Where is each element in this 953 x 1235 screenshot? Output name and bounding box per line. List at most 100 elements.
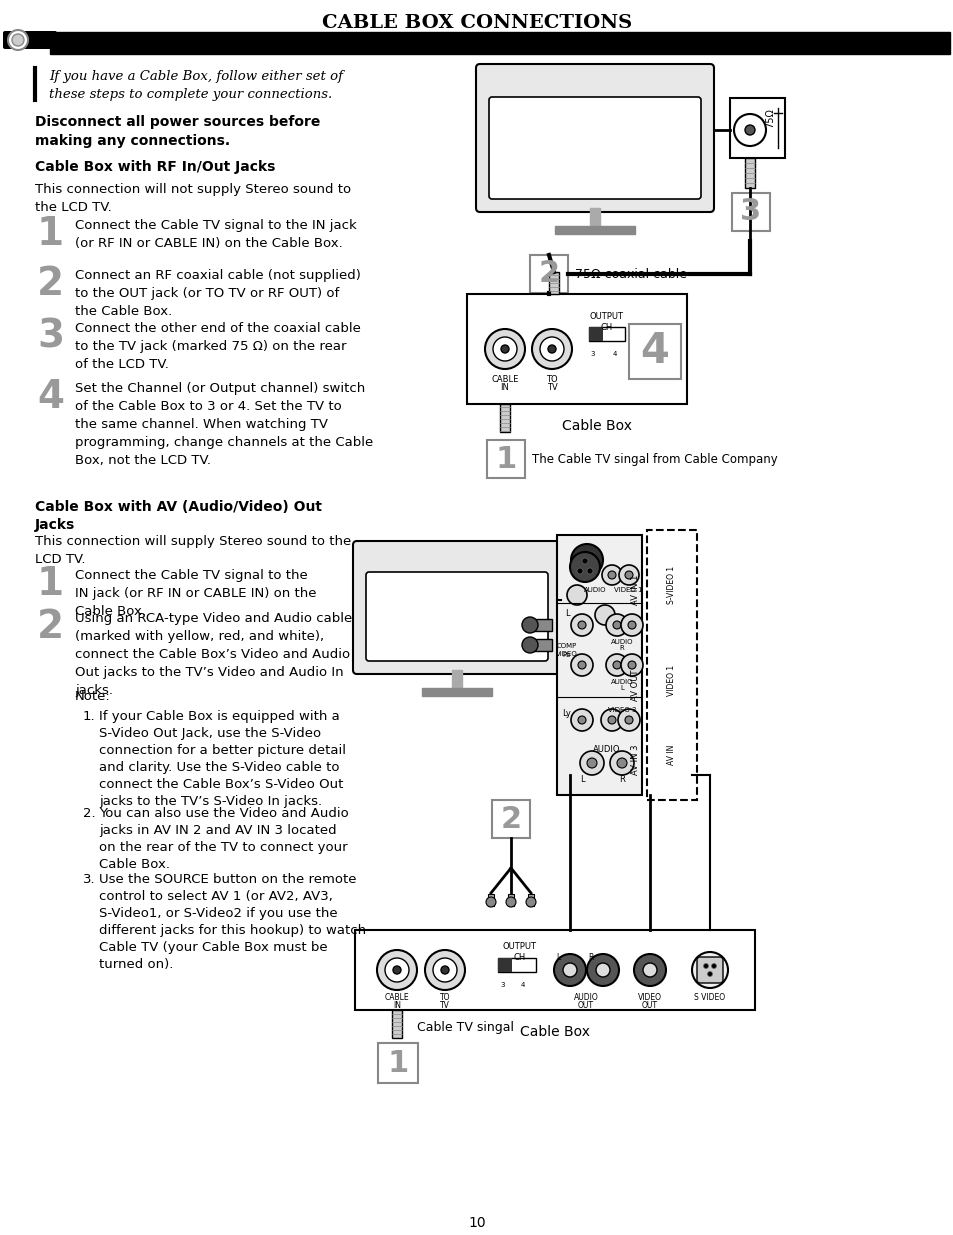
Circle shape xyxy=(525,897,536,906)
Bar xyxy=(557,535,641,795)
FancyBboxPatch shape xyxy=(697,957,722,983)
Text: TV: TV xyxy=(439,1000,450,1009)
Text: AUDIO: AUDIO xyxy=(593,746,620,755)
Text: AUDIO
R: AUDIO R xyxy=(610,638,633,652)
Circle shape xyxy=(547,345,556,353)
Text: 2: 2 xyxy=(37,608,64,646)
Text: Ly: Ly xyxy=(562,709,571,718)
Bar xyxy=(589,207,599,226)
Bar xyxy=(486,440,524,478)
Text: OUT: OUT xyxy=(641,1000,658,1009)
Text: R: R xyxy=(588,953,593,962)
Text: 4: 4 xyxy=(612,351,617,357)
Text: COMP
VIDEO: COMP VIDEO xyxy=(556,643,578,657)
Circle shape xyxy=(613,621,620,629)
Circle shape xyxy=(707,972,712,977)
Text: OUT: OUT xyxy=(578,1000,594,1009)
Bar xyxy=(488,894,494,906)
Circle shape xyxy=(577,568,582,574)
Circle shape xyxy=(588,552,595,558)
Circle shape xyxy=(586,568,593,574)
Circle shape xyxy=(624,571,633,579)
Circle shape xyxy=(605,614,627,636)
Text: VIDEO 3: VIDEO 3 xyxy=(607,706,636,713)
Text: R: R xyxy=(618,776,624,784)
Text: TO: TO xyxy=(439,993,450,1003)
Text: CABLE: CABLE xyxy=(491,374,518,384)
Circle shape xyxy=(579,751,603,776)
Circle shape xyxy=(711,963,716,968)
Circle shape xyxy=(600,709,622,731)
Text: Using an RCA-type Video and Audio cable
(marked with yellow, red, and white),
co: Using an RCA-type Video and Audio cable … xyxy=(75,613,352,697)
Text: 4: 4 xyxy=(520,982,525,988)
Bar xyxy=(530,254,567,293)
Text: L: L xyxy=(556,953,559,962)
Circle shape xyxy=(581,558,587,564)
Text: 3.: 3. xyxy=(83,873,95,885)
Bar xyxy=(731,193,769,231)
FancyBboxPatch shape xyxy=(489,98,700,199)
Text: L: L xyxy=(564,609,569,618)
Bar xyxy=(355,930,754,1010)
Bar xyxy=(729,98,784,158)
Bar xyxy=(532,638,552,651)
Text: AV IN 1: AV IN 1 xyxy=(631,574,639,605)
Circle shape xyxy=(607,716,616,724)
Circle shape xyxy=(617,758,626,768)
Text: TV: TV xyxy=(546,383,557,391)
Text: This connection will not supply Stereo sound to
the LCD TV.: This connection will not supply Stereo s… xyxy=(35,183,351,214)
Bar xyxy=(392,1010,401,1037)
Text: 1.: 1. xyxy=(83,710,95,722)
Text: The Cable TV singal from Cable Company: The Cable TV singal from Cable Company xyxy=(532,452,777,466)
Bar xyxy=(421,688,492,697)
Text: VIDEO: VIDEO xyxy=(638,993,661,1003)
Circle shape xyxy=(521,637,537,653)
Circle shape xyxy=(521,618,537,634)
Text: Connect the Cable TV signal to the
IN jack (or RF IN or CABLE IN) on the
Cable B: Connect the Cable TV signal to the IN ja… xyxy=(75,569,316,618)
Text: Cable Box with RF In/Out Jacks: Cable Box with RF In/Out Jacks xyxy=(35,161,275,174)
Text: IN: IN xyxy=(500,383,509,391)
Circle shape xyxy=(620,655,642,676)
Text: Cable TV singal: Cable TV singal xyxy=(416,1021,514,1035)
Text: OUTPUT
CH: OUTPUT CH xyxy=(502,942,537,962)
Text: TO: TO xyxy=(546,374,558,384)
Bar xyxy=(492,800,530,839)
Circle shape xyxy=(554,953,585,986)
Circle shape xyxy=(8,30,28,49)
Circle shape xyxy=(393,966,400,974)
Circle shape xyxy=(620,614,642,636)
Bar xyxy=(497,958,536,972)
Text: 1: 1 xyxy=(387,1049,408,1077)
Text: 3: 3 xyxy=(37,317,64,356)
Circle shape xyxy=(607,571,616,579)
Text: Use the SOURCE button on the remote
control to select AV 1 (or AV2, AV3,
S-Video: Use the SOURCE button on the remote cont… xyxy=(99,873,366,971)
Text: Cable Box: Cable Box xyxy=(561,419,631,433)
Circle shape xyxy=(613,661,620,669)
Text: AV IN 3: AV IN 3 xyxy=(631,745,639,776)
Text: 4: 4 xyxy=(37,378,64,416)
Bar xyxy=(507,894,514,906)
Circle shape xyxy=(578,552,584,558)
Text: CABLE BOX CONNECTIONS: CABLE BOX CONNECTIONS xyxy=(321,14,632,32)
Circle shape xyxy=(571,709,593,731)
FancyBboxPatch shape xyxy=(3,31,57,49)
Circle shape xyxy=(12,35,24,46)
FancyBboxPatch shape xyxy=(353,541,560,674)
Text: Set the Channel (or Output channel) switch
of the Cable Box to 3 or 4. Set the T: Set the Channel (or Output channel) swit… xyxy=(75,382,373,467)
Bar xyxy=(499,404,510,432)
Circle shape xyxy=(596,963,609,977)
Bar xyxy=(646,530,697,800)
Circle shape xyxy=(569,552,599,582)
Circle shape xyxy=(691,952,727,988)
Text: Pb: Pb xyxy=(562,652,571,658)
Circle shape xyxy=(376,950,416,990)
Circle shape xyxy=(618,564,639,585)
Circle shape xyxy=(624,716,633,724)
Circle shape xyxy=(733,114,765,146)
Text: 4: 4 xyxy=(639,330,669,372)
Circle shape xyxy=(578,716,585,724)
Circle shape xyxy=(586,953,618,986)
Text: S VIDEO: S VIDEO xyxy=(694,993,725,1003)
Circle shape xyxy=(433,958,456,982)
Text: 10: 10 xyxy=(468,1216,485,1230)
